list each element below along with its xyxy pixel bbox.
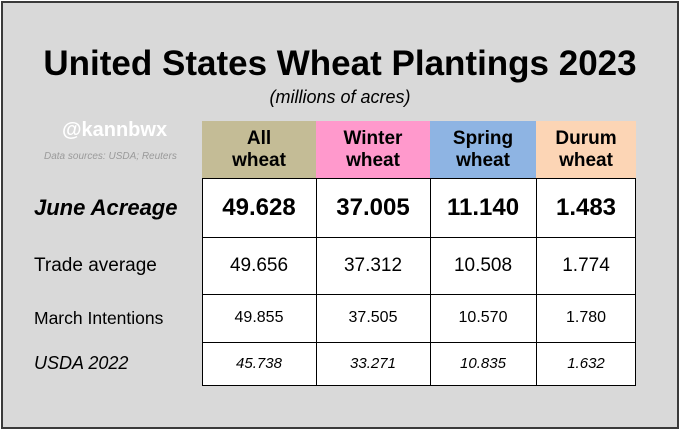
- cell-all-wheat: 49.855: [234, 309, 284, 326]
- data-grid: [202, 178, 636, 386]
- column-header-winter-wheat: Winter wheat: [316, 121, 430, 178]
- cell-durum-wheat: 1.780: [565, 309, 607, 326]
- column-header-spring-wheat: Spring wheat: [430, 121, 536, 178]
- grid-vline: [430, 179, 431, 385]
- cell-winter-wheat: 37.312: [343, 254, 403, 276]
- cell-spring-wheat: 10.570: [458, 309, 508, 326]
- cell-spring-wheat: 10.835: [460, 355, 506, 372]
- row-label: Trade average: [34, 254, 157, 276]
- watermark-handle: @kannbwx: [62, 119, 168, 141]
- cell-winter-wheat: 37.505: [348, 309, 398, 326]
- cell-winter-wheat: 37.005: [336, 193, 410, 221]
- cell-spring-wheat: 10.508: [453, 254, 513, 276]
- data-source-note: Data sources: USDA; Reuters: [44, 151, 177, 162]
- cell-all-wheat: 49.656: [229, 254, 289, 276]
- cell-winter-wheat: 33.271: [350, 355, 396, 372]
- row-label: March Intentions: [34, 307, 164, 328]
- grid-vline: [316, 179, 317, 385]
- cell-all-wheat: 49.628: [222, 193, 296, 221]
- grid-vline: [536, 179, 537, 385]
- chart-subtitle: (millions of acres): [269, 87, 411, 107]
- cell-all-wheat: 45.738: [236, 355, 282, 372]
- row-label: June Acreage: [34, 194, 178, 220]
- grid-hline: [203, 342, 635, 343]
- row-label: USDA 2022: [34, 353, 129, 373]
- chart-title: United States Wheat Plantings 2023: [43, 44, 637, 83]
- cell-spring-wheat: 11.140: [446, 193, 520, 221]
- grid-hline: [203, 237, 635, 238]
- column-header-durum-wheat: Durum wheat: [536, 121, 636, 178]
- cell-durum-wheat: 1.774: [562, 254, 610, 276]
- column-header-all-wheat: All wheat: [202, 121, 316, 178]
- cell-durum-wheat: 1.632: [567, 355, 605, 372]
- cell-durum-wheat: 1.483: [555, 193, 617, 221]
- grid-hline: [203, 294, 635, 295]
